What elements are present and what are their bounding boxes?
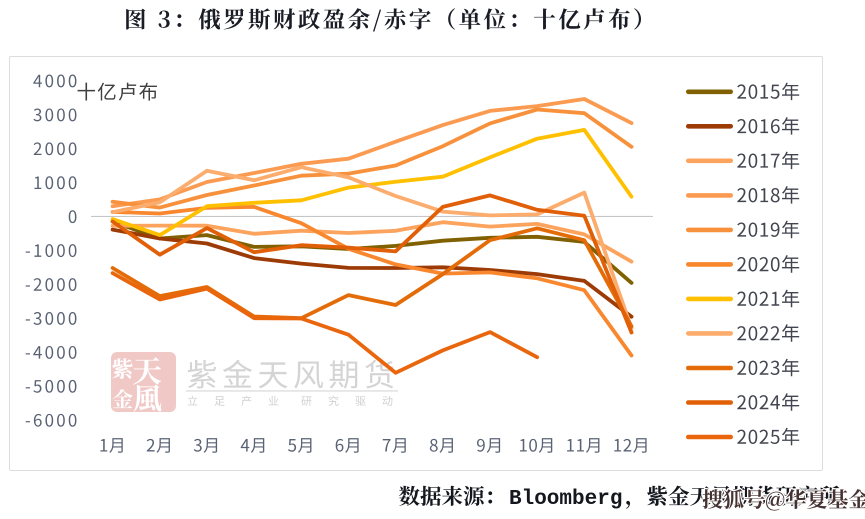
- svg-text:Bloomberg: Bloomberg: [509, 488, 622, 511]
